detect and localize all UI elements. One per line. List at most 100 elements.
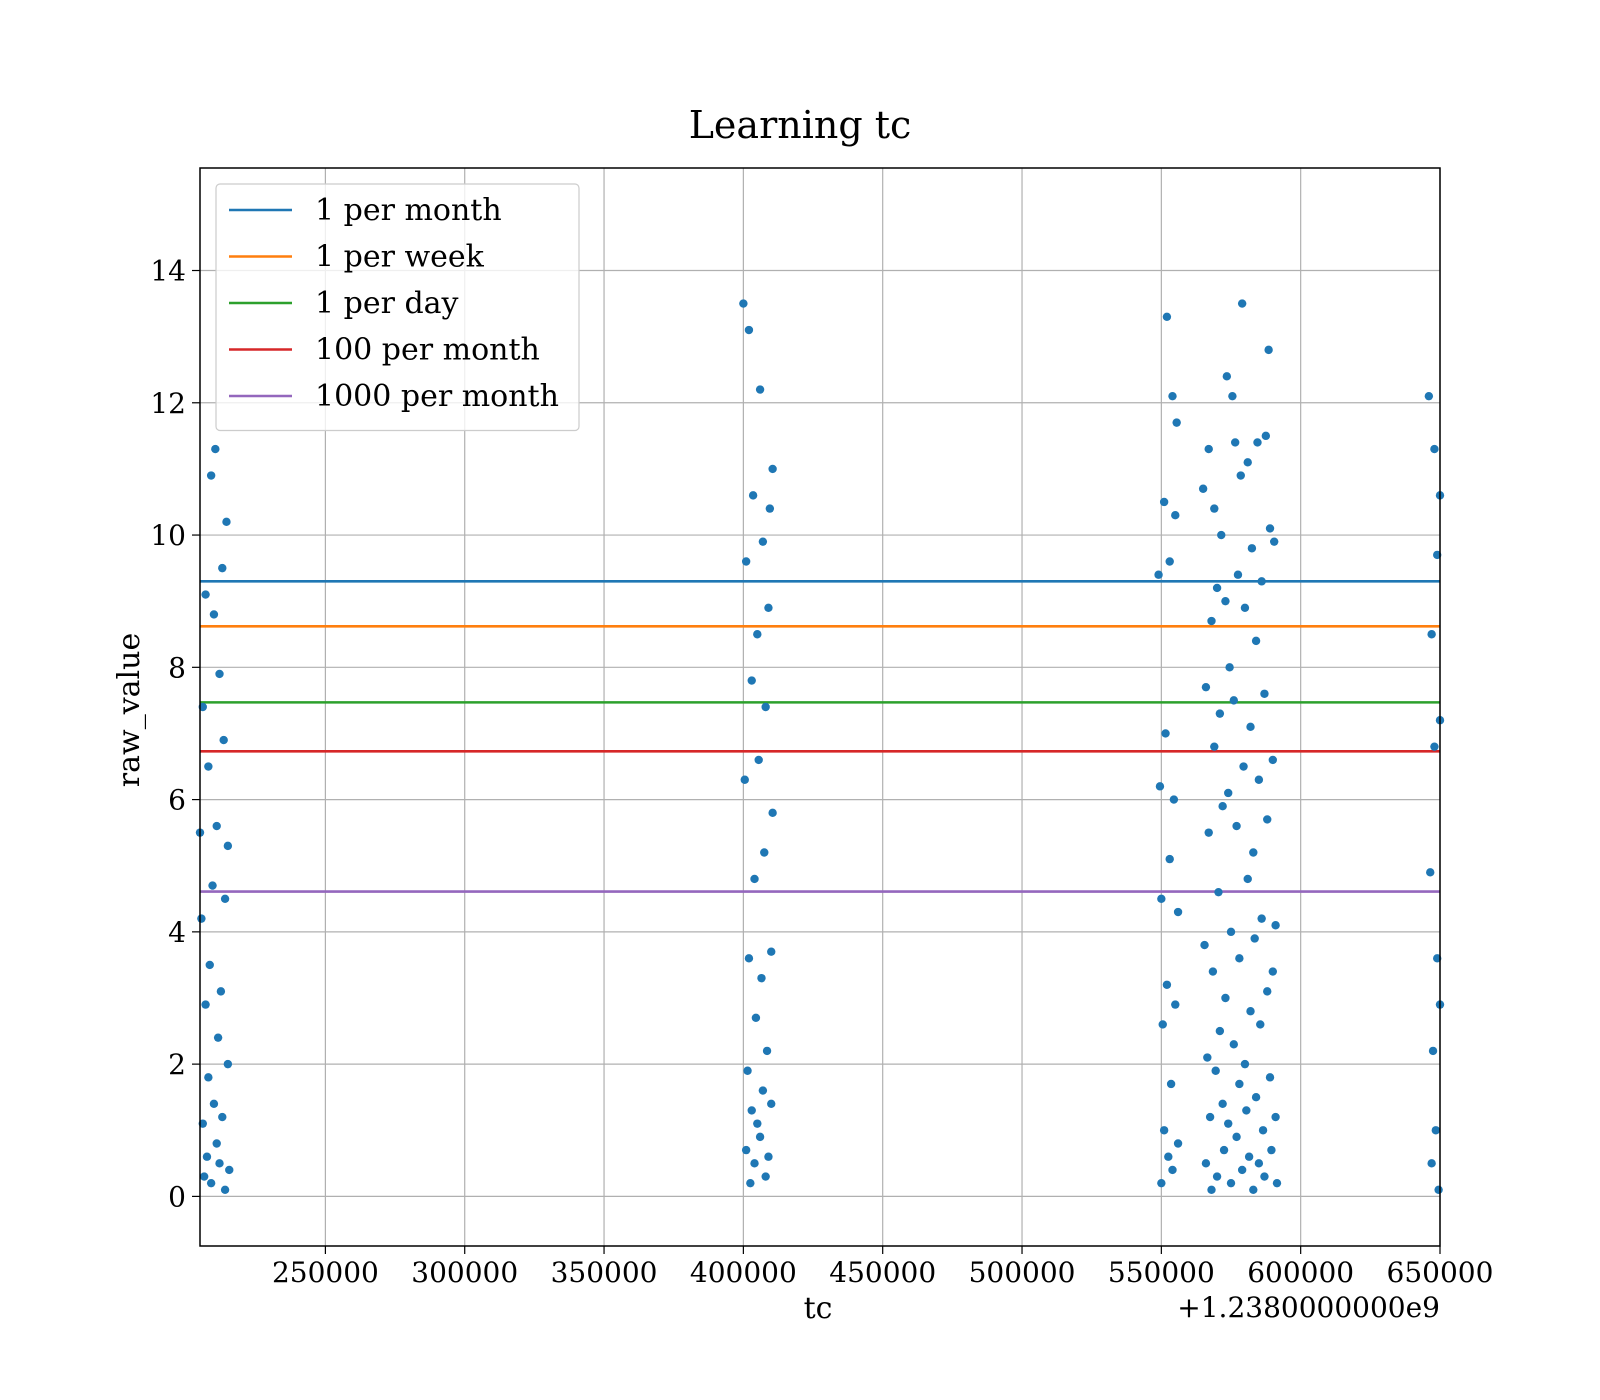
data-point	[201, 590, 210, 599]
data-point	[1157, 1178, 1166, 1188]
data-point	[743, 1066, 752, 1075]
data-point	[755, 385, 765, 394]
data-point	[216, 987, 226, 996]
data-point	[1217, 530, 1226, 540]
tick-labels: 250000 300000 350000 400000 450000 500000 5500…	[150, 255, 1493, 1289]
data-point	[1271, 1112, 1280, 1122]
data-point	[1165, 854, 1174, 864]
x-tick-label: 600000	[1247, 1256, 1354, 1289]
data-point	[220, 894, 230, 903]
data-point	[1212, 583, 1222, 593]
data-point	[1230, 438, 1240, 447]
data-point	[1200, 940, 1209, 950]
x-tick-label: 500000	[969, 1256, 1076, 1289]
axes	[192, 167, 1441, 1254]
data-point	[215, 669, 224, 679]
data-point	[209, 1099, 219, 1109]
data-point	[1159, 1126, 1169, 1135]
y-tick-label: 4	[168, 916, 186, 949]
data-point	[212, 1139, 221, 1148]
data-point	[746, 1178, 755, 1188]
data-point	[1260, 689, 1269, 698]
data-point	[1243, 874, 1252, 884]
x-tick-label: 250000	[272, 1256, 379, 1289]
data-point	[1204, 444, 1213, 454]
data-point	[1203, 1053, 1212, 1062]
data-point	[1169, 795, 1179, 804]
data-point	[1212, 1172, 1222, 1181]
data-point	[1424, 391, 1434, 401]
data-point	[202, 1152, 212, 1161]
data-point	[1162, 312, 1172, 322]
data-point	[1211, 1066, 1220, 1075]
data-point	[197, 914, 206, 923]
data-point	[1235, 954, 1244, 963]
data-point	[1427, 630, 1436, 639]
data-point	[744, 954, 754, 963]
legend-label: 100 per month	[315, 333, 540, 368]
data-point	[764, 1152, 773, 1161]
y-tick-label: 2	[168, 1048, 186, 1081]
y-tick-label: 8	[168, 651, 186, 684]
data-point	[201, 1000, 210, 1009]
data-point	[1263, 815, 1272, 824]
data-point	[220, 1185, 230, 1194]
data-point	[1430, 444, 1439, 454]
data-point	[1237, 299, 1247, 308]
data-point	[1247, 544, 1257, 553]
data-point	[213, 1033, 223, 1042]
data-point	[1428, 1046, 1438, 1056]
data-point	[1158, 1020, 1167, 1029]
data-point	[212, 821, 221, 831]
data-point	[1204, 828, 1213, 837]
data-point	[225, 1165, 234, 1175]
data-point	[1430, 742, 1439, 751]
data-point	[1426, 868, 1435, 877]
data-point	[1268, 755, 1278, 765]
data-point	[750, 1159, 759, 1168]
data-point	[1164, 1152, 1173, 1161]
data-point	[1155, 782, 1165, 791]
y-tick-label: 6	[168, 784, 186, 817]
data-point	[750, 874, 759, 884]
data-point	[1154, 570, 1163, 579]
data-point	[1207, 616, 1216, 626]
data-point	[1242, 1106, 1251, 1115]
data-point	[218, 1112, 227, 1122]
data-point	[1228, 391, 1237, 401]
data-point	[1244, 1152, 1254, 1161]
data-point	[1263, 987, 1272, 996]
data-point	[215, 1159, 224, 1168]
data-point	[1172, 418, 1181, 427]
data-point	[1207, 1185, 1216, 1194]
data-point	[1173, 907, 1183, 917]
data-point	[1229, 1040, 1238, 1049]
data-point	[1233, 570, 1243, 579]
data-point	[767, 947, 776, 956]
data-point	[751, 1013, 761, 1023]
data-point	[1264, 345, 1273, 355]
data-point	[768, 808, 777, 818]
data-point	[1215, 1026, 1225, 1036]
data-point	[1251, 1092, 1261, 1102]
legend-label: 1 per month	[315, 193, 502, 228]
data-point	[761, 702, 770, 712]
data-point	[1218, 1099, 1227, 1109]
data-point	[1168, 1165, 1177, 1175]
y-tick-label: 0	[168, 1180, 186, 1213]
data-point	[1208, 967, 1218, 976]
x-tick-label: 400000	[690, 1256, 797, 1289]
data-point	[1201, 1159, 1211, 1168]
legend: 1 per month 1 per week 1 per day 100 per mo…	[215, 183, 580, 432]
data-point	[1221, 596, 1230, 606]
data-point	[1260, 1172, 1269, 1181]
data-point	[1222, 372, 1232, 381]
data-point	[1157, 894, 1166, 903]
x-tick-label: 450000	[829, 1256, 936, 1289]
chart-title: Learning tc	[689, 103, 912, 147]
data-point	[1261, 431, 1271, 441]
x-tick-label: 350000	[551, 1256, 658, 1289]
data-point	[222, 517, 231, 527]
data-point	[739, 299, 748, 308]
